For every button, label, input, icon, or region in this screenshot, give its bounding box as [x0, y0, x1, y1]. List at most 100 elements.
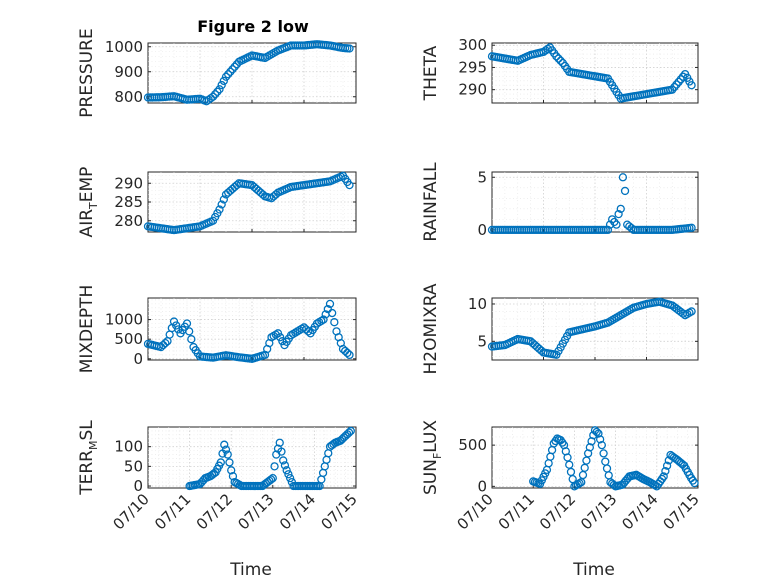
data-point-interp [266, 475, 276, 484]
data-point [687, 223, 696, 232]
y-tick-label: 290 [458, 81, 487, 99]
data-point [282, 466, 291, 475]
y-tick-label: 800 [114, 88, 143, 106]
data-point-interp [285, 474, 295, 483]
data-point [603, 225, 613, 235]
data-point-interp [674, 77, 683, 87]
x-tick-label: 07/11 [495, 490, 538, 533]
data-point [216, 458, 225, 467]
y-axis-label-base: H2OMIXRA [421, 283, 441, 374]
data-point-interp [328, 308, 337, 318]
data-point-interp [219, 76, 228, 86]
y-tick-label: 500 [458, 436, 487, 454]
data-series [143, 40, 354, 106]
y-axis-label-tail: SL [77, 420, 97, 441]
data-series [487, 297, 696, 359]
data-point-interp [277, 447, 286, 456]
subplot-rainfall: 0 5 RAINFALL [421, 162, 699, 242]
data-point [268, 474, 277, 483]
data-point-interp [343, 348, 352, 358]
data-point [687, 307, 696, 316]
data-point-interp [230, 62, 239, 71]
data-point [279, 456, 288, 465]
subplot-pressure: 800 900 1000 PRESSURE [77, 28, 357, 118]
data-point [208, 92, 218, 101]
data-series [185, 426, 355, 491]
data-series [143, 171, 354, 235]
y-tick-label: 0 [477, 221, 487, 239]
data-point-interp [258, 190, 267, 199]
data-series [529, 426, 699, 491]
data-point-interp [661, 466, 670, 476]
x-tick-label: 07/15 [318, 490, 361, 533]
data-point [221, 72, 231, 81]
data-point [346, 426, 355, 436]
y-tick-label: 295 [458, 58, 487, 76]
y-axis-label: THETA [421, 45, 441, 101]
y-tick-label: 5 [477, 168, 487, 186]
axes-box [491, 171, 699, 233]
data-point [227, 466, 236, 475]
data-point [345, 180, 354, 190]
data-series [487, 173, 696, 235]
data-point-interp [217, 200, 226, 209]
data-point [345, 350, 354, 360]
data-point-interp [592, 427, 601, 437]
y-axis-label-subscript: T [87, 202, 100, 210]
y-tick-label: 290 [114, 174, 143, 192]
data-point-interp [304, 327, 313, 336]
y-tick-label: 300 [458, 36, 487, 54]
data-point [182, 319, 192, 328]
x-tick-label: 07/11 [151, 490, 194, 533]
data-point-interp [280, 461, 290, 470]
y-axis-label-tail: LUX [421, 420, 441, 453]
data-point [220, 440, 229, 449]
data-point [345, 44, 354, 53]
y-axis-label-subscript: M [87, 441, 100, 451]
y-axis-label: MIXDEPTH [77, 285, 97, 374]
data-point [690, 478, 699, 488]
data-point-interp [678, 72, 688, 81]
data-point-interp [211, 90, 220, 99]
data-point-interp [662, 461, 672, 470]
data-point [325, 299, 335, 309]
data-point [608, 215, 617, 224]
data-point-interp [187, 335, 196, 344]
data-series [487, 43, 696, 103]
data-point-interp [161, 338, 170, 348]
data-point [614, 209, 623, 219]
data-series [143, 299, 354, 363]
data-point-interp [284, 470, 293, 479]
y-axis-label: RAINFALL [421, 162, 441, 242]
y-axis-label-base: AIR [77, 209, 97, 238]
data-point-interp [226, 67, 235, 76]
data-point-interp [672, 80, 681, 89]
data-point-interp [610, 217, 619, 227]
data-point-interp [270, 462, 279, 471]
y-axis-label-base: MIXDEPTH [77, 285, 97, 374]
data-point-interp [556, 56, 565, 65]
y-axis-label: AIRTEMP [77, 167, 100, 238]
y-axis-label-base: RAINFALL [421, 162, 441, 242]
figure-title: Figure 2 low [197, 17, 309, 36]
y-axis-label: TERRMSL [77, 420, 100, 496]
x-tick-label: 07/15 [660, 490, 703, 533]
x-tick-label: 07/13 [234, 490, 277, 533]
data-point [659, 472, 668, 481]
y-tick-label: 50 [124, 457, 143, 475]
data-point [223, 450, 232, 459]
data-point-interp [217, 80, 226, 90]
data-point-interp [596, 435, 605, 444]
data-point-interp [225, 458, 234, 467]
data-point [594, 429, 603, 438]
x-tick-label: 07/12 [193, 490, 236, 533]
data-point [620, 186, 630, 196]
data-point [552, 52, 561, 61]
data-point-interp [344, 428, 354, 437]
y-tick-label: 1000 [105, 311, 143, 329]
y-axis-label: SUNFLUX [421, 420, 444, 495]
